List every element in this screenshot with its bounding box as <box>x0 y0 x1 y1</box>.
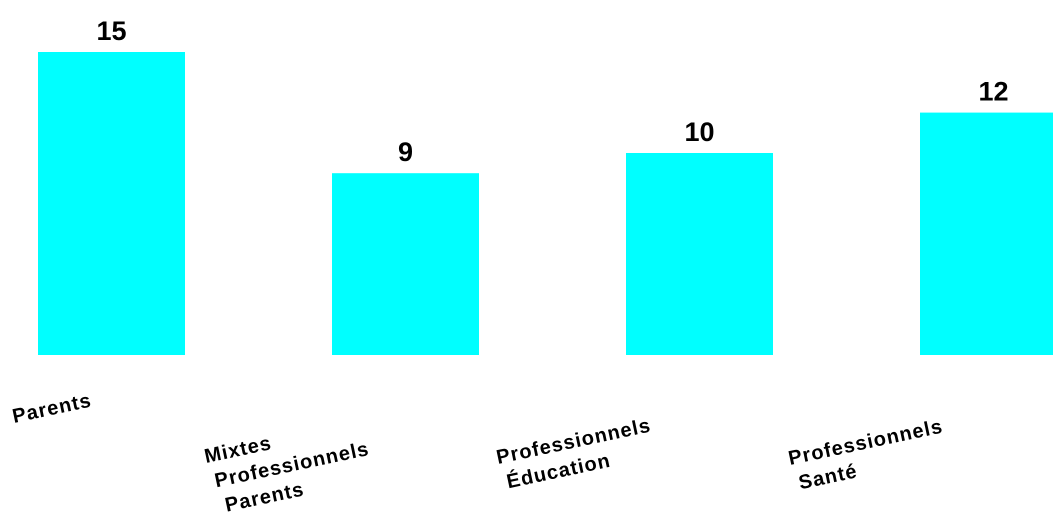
data-label: 12 <box>978 77 1008 107</box>
category-label-line: Professionnels <box>786 416 945 470</box>
bar <box>920 112 1053 355</box>
bar <box>626 153 773 355</box>
bar <box>332 173 479 355</box>
data-label: 9 <box>398 137 413 167</box>
data-label: 10 <box>684 117 714 147</box>
category-label: Parents <box>10 390 93 428</box>
value-labels-group: 15 9 10 12 <box>96 16 1008 167</box>
bars-group <box>38 52 1053 355</box>
bar <box>38 52 185 355</box>
category-label-line: Parents <box>10 390 93 428</box>
data-label: 15 <box>96 16 126 46</box>
